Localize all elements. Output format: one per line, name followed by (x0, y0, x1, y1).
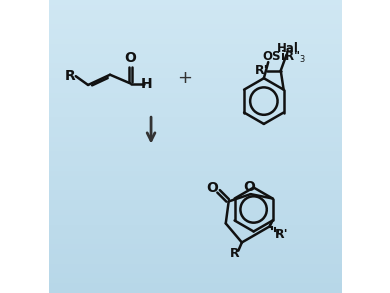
Bar (48, 185, 342, 190)
Bar (48, 49, 342, 54)
Bar (48, 34, 342, 39)
Bar (48, 112, 342, 117)
Bar (48, 229, 342, 234)
Text: O: O (243, 180, 255, 194)
Bar (48, 142, 342, 146)
Bar (48, 283, 342, 288)
Bar (48, 288, 342, 293)
Bar (48, 269, 342, 273)
Bar (48, 273, 342, 278)
Bar (48, 78, 342, 83)
Bar (48, 234, 342, 239)
Bar (48, 264, 342, 269)
Text: O: O (206, 181, 218, 195)
Bar (48, 132, 342, 137)
Bar (48, 137, 342, 142)
Bar (48, 210, 342, 215)
Bar (48, 98, 342, 103)
Text: O: O (124, 51, 136, 65)
Bar (48, 68, 342, 73)
Bar (48, 5, 342, 10)
Bar (48, 117, 342, 122)
Bar (48, 171, 342, 176)
Bar (48, 59, 342, 64)
Bar (48, 151, 342, 156)
Bar (48, 259, 342, 264)
Bar (48, 181, 342, 185)
Bar (48, 44, 342, 49)
Text: OSiR"$_3$: OSiR"$_3$ (262, 49, 307, 65)
Bar (48, 190, 342, 195)
Bar (48, 161, 342, 166)
Bar (48, 166, 342, 171)
Bar (48, 127, 342, 132)
Bar (48, 156, 342, 161)
Text: H: H (141, 76, 152, 91)
Bar (48, 195, 342, 200)
Bar (48, 54, 342, 59)
Bar (48, 220, 342, 225)
Bar (48, 93, 342, 98)
Bar (48, 176, 342, 181)
Bar (48, 0, 342, 5)
Bar (48, 24, 342, 29)
Text: R': R' (255, 64, 268, 77)
Bar (48, 122, 342, 127)
Bar (48, 205, 342, 210)
Bar (48, 88, 342, 93)
Bar (48, 146, 342, 151)
Bar (48, 215, 342, 220)
Bar (48, 103, 342, 108)
Bar (48, 249, 342, 254)
Bar (48, 83, 342, 88)
Text: Hal: Hal (277, 42, 299, 54)
Bar (48, 20, 342, 24)
Bar (48, 10, 342, 15)
Bar (48, 200, 342, 205)
Bar (48, 225, 342, 229)
Bar (48, 73, 342, 78)
Bar (48, 29, 342, 34)
Bar (48, 244, 342, 249)
Bar (48, 278, 342, 283)
Bar (48, 239, 342, 244)
Bar (48, 254, 342, 259)
Text: R': R' (275, 228, 289, 241)
Bar (48, 15, 342, 20)
Bar (48, 108, 342, 112)
Text: R: R (65, 69, 76, 83)
Bar (48, 39, 342, 44)
Text: +: + (177, 69, 192, 87)
Text: R: R (230, 247, 239, 260)
Bar (48, 64, 342, 68)
